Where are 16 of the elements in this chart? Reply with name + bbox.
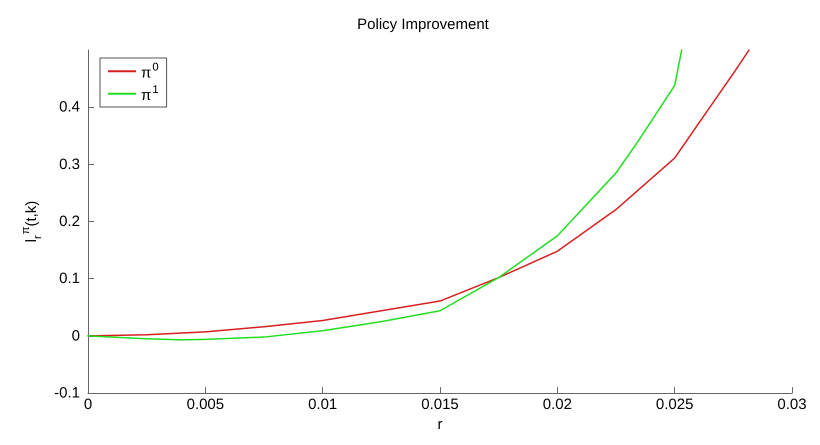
y-tick-label: -0.1 (54, 384, 80, 402)
x-tick-label: 0.03 (777, 396, 807, 414)
y-tick-label: 0 (72, 327, 80, 344)
x-tick-label: 0.01 (308, 396, 338, 414)
x-tick-label: 0.025 (656, 396, 694, 414)
y-axis-title: lrπ(t,k) (20, 200, 44, 242)
x-axis-title: r (438, 416, 442, 433)
y-tick-label: 0.1 (59, 270, 80, 288)
x-tick-label: 0.015 (421, 396, 459, 414)
y-tick-label: 0.3 (59, 156, 80, 173)
y-tick-label: 0.2 (59, 213, 80, 230)
x-tick-label: 0 (84, 396, 92, 414)
x-tick-label: 0.02 (542, 396, 572, 414)
y-tick-label: 0.4 (59, 98, 80, 116)
chart-title: Policy Improvement (357, 16, 490, 33)
x-tick-label: 0.005 (186, 396, 224, 414)
